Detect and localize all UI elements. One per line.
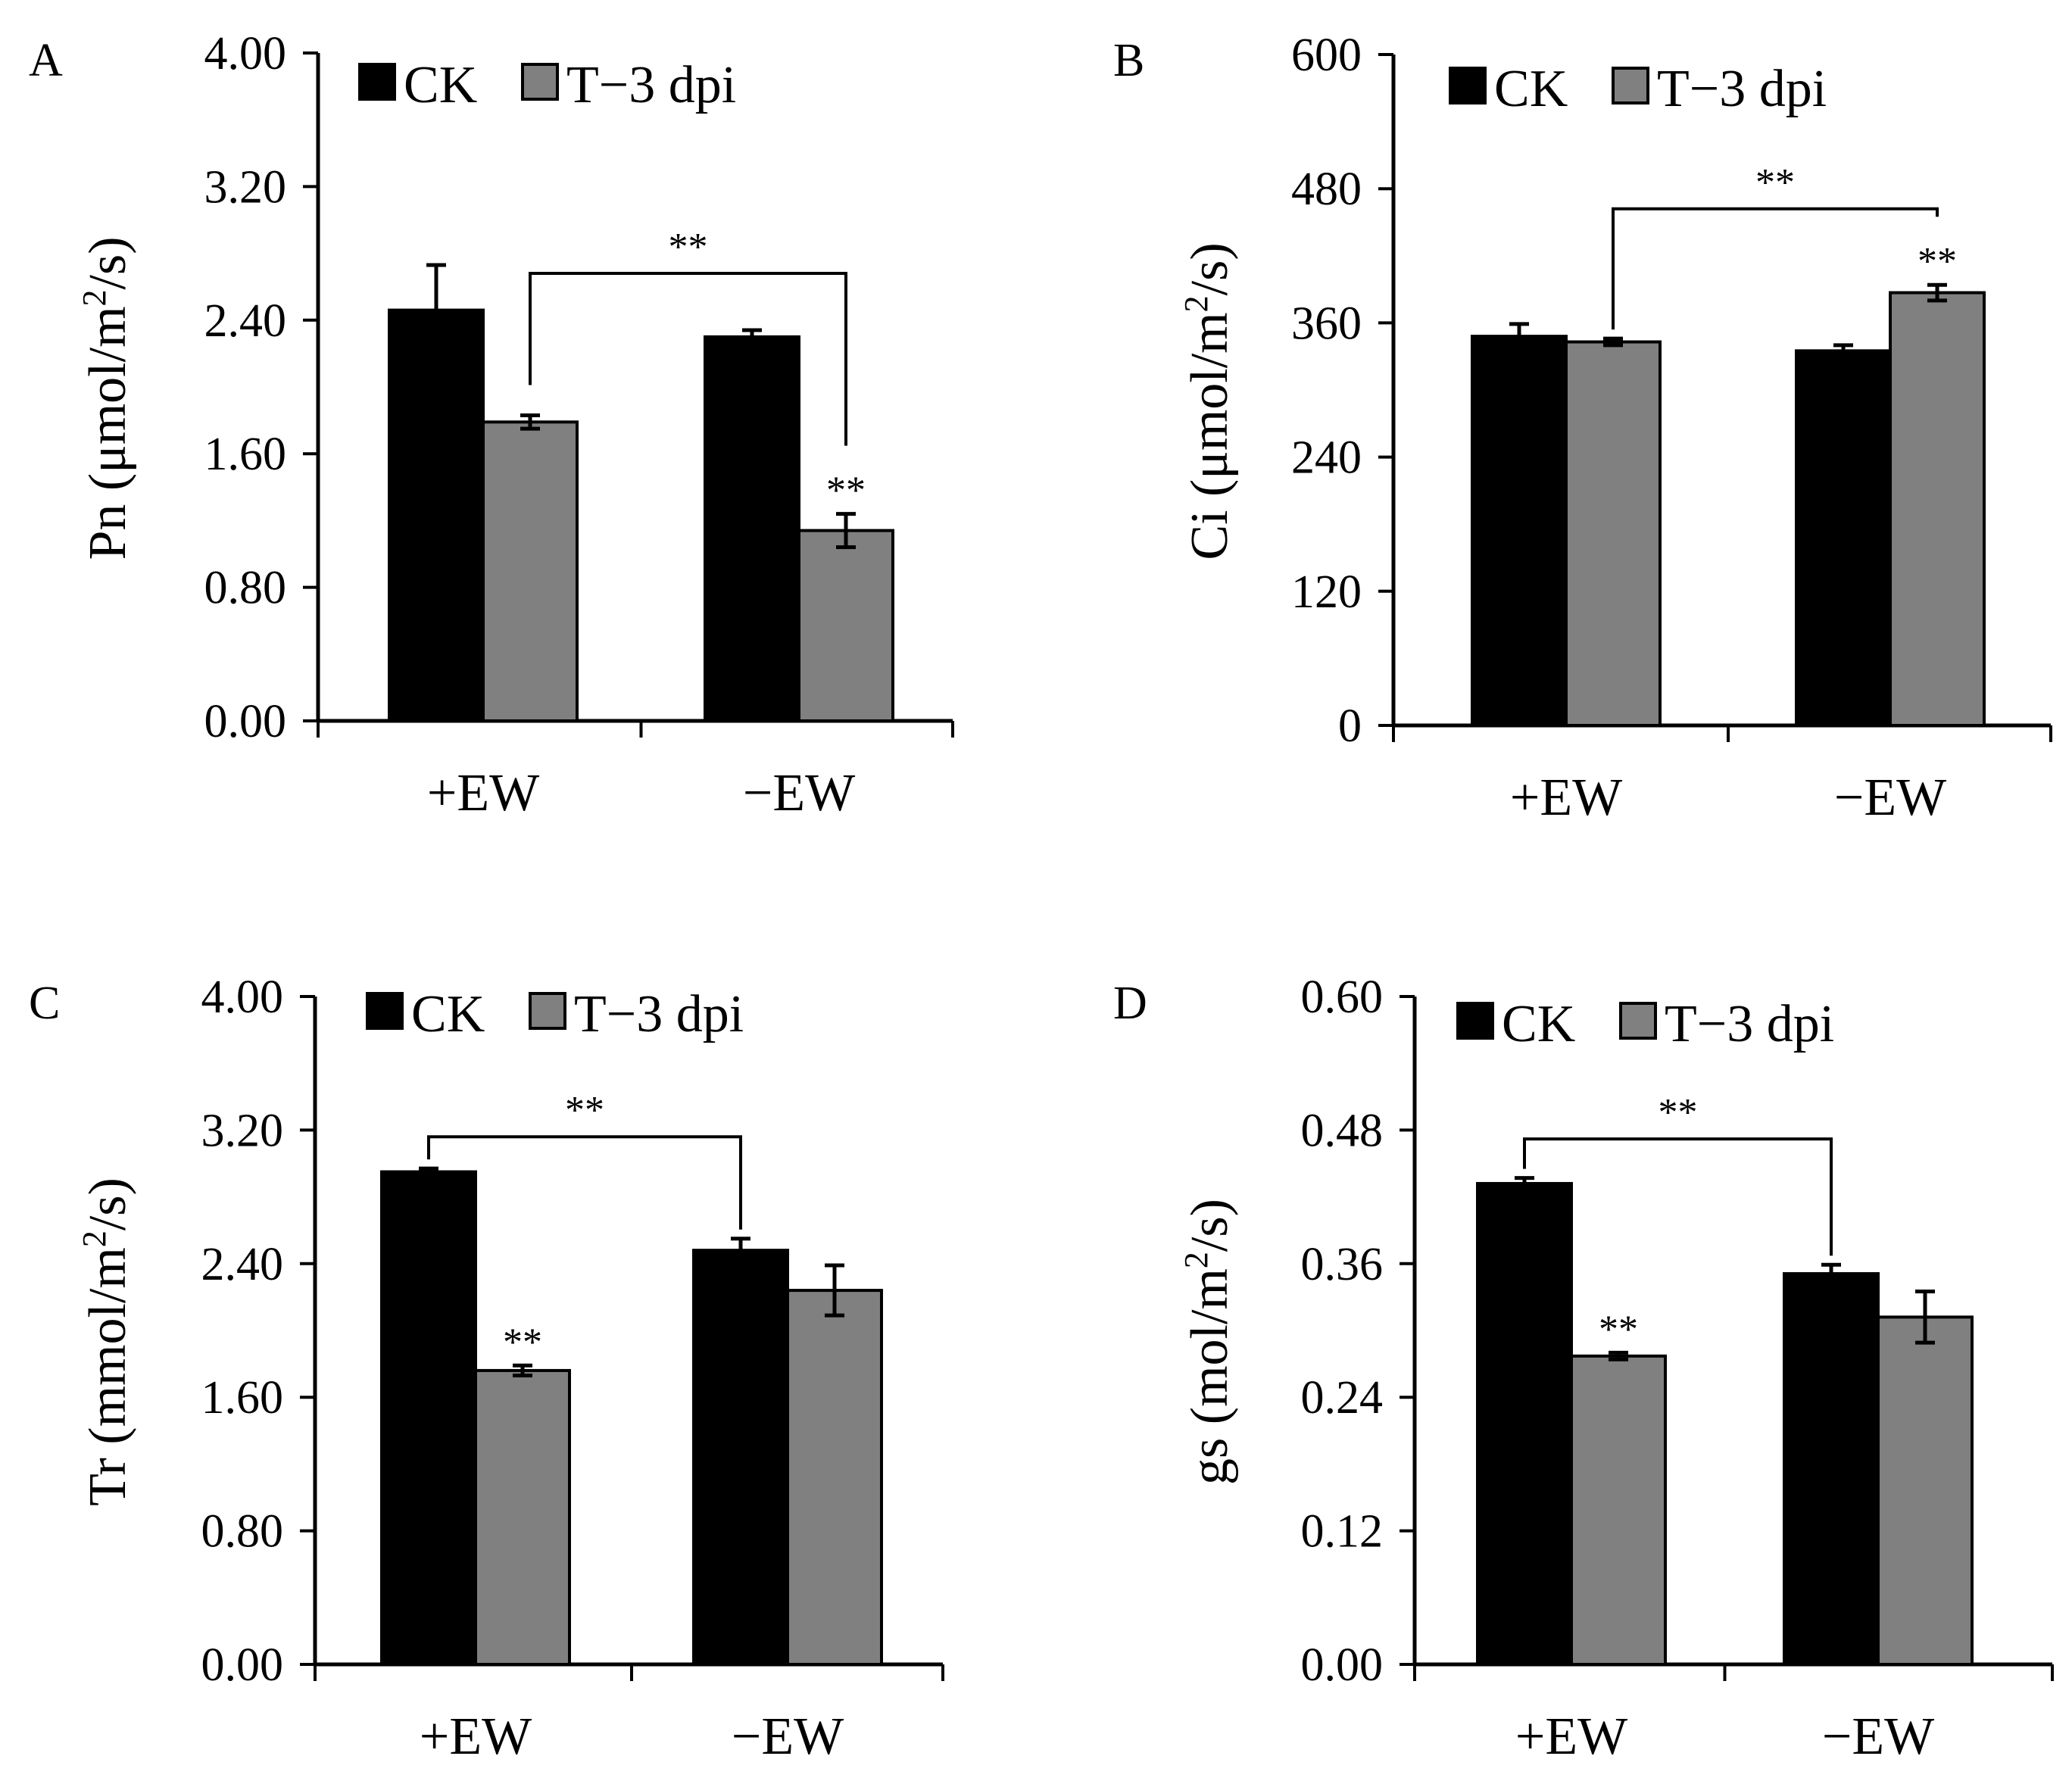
bar-t3dpi [786, 1289, 883, 1666]
legend-label-ck: CK [411, 985, 485, 1043]
bar-ck [1783, 1272, 1880, 1666]
significance-star: ** [826, 469, 866, 513]
legend-label-t3dpi: T−3 dpi [574, 985, 744, 1043]
bar-t3dpi [1889, 291, 1986, 727]
x-category-label: −EW [1822, 1708, 1934, 1766]
y-tick-label: 480 [1291, 164, 1362, 215]
panel-letter: A [29, 35, 63, 86]
y-tick-label: 600 [1291, 30, 1362, 81]
y-axis-title: Tr (mmol/m2/s) [76, 1177, 137, 1506]
panel-d-chart: D 0.00 0.12 0.24 0.36 0.48 0.60 +EW −EW gs (mol/m… [1113, 972, 2054, 1766]
bar-ck [1476, 1181, 1573, 1666]
legend-swatch-t3dpi [529, 992, 566, 1030]
y-tick-label: 0.00 [201, 1639, 284, 1691]
legend-swatch-t3dpi [521, 63, 559, 101]
bar-t3dpi [474, 1368, 571, 1667]
x-category-label: −EW [743, 764, 855, 822]
y-tick-label: 3.20 [204, 161, 287, 213]
y-tick-label: 0.12 [1301, 1506, 1384, 1558]
panel-b-chart: B 0 120 240 360 480 600 +EW −EW Ci (μmol/m2/s) ** *… [1113, 30, 2052, 827]
y-tick-label: 240 [1291, 432, 1362, 484]
bar-ck [1795, 349, 1892, 727]
bar-ck [692, 1249, 789, 1667]
bar-ck [1471, 335, 1568, 727]
y-tick-label: 120 [1291, 566, 1362, 618]
x-category-label: +EW [420, 1708, 532, 1766]
significance-bracket [1612, 207, 1939, 330]
bar-t3dpi [1877, 1315, 1974, 1666]
significance-star: ** [1599, 1308, 1638, 1351]
panel-a-chart: A 0.00 0.80 1.60 2.40 3.20 4.00 +EW −EW Pn (μmol/… [29, 28, 954, 822]
y-tick-label: 0.80 [201, 1506, 284, 1558]
significance-bracket [1523, 1137, 1833, 1256]
y-tick-label: 0.36 [1301, 1239, 1384, 1290]
y-tick-label: 0.00 [204, 696, 287, 747]
legend-label-t3dpi: T−3 dpi [1665, 995, 1834, 1053]
x-category-label: −EW [732, 1708, 844, 1766]
y-tick-label: 1.60 [201, 1372, 284, 1424]
y-tick-label: 0.60 [1301, 972, 1384, 1023]
legend-swatch-ck [1449, 67, 1487, 104]
y-axis-title: Ci (μmol/m2/s) [1178, 242, 1239, 560]
x-category-label: −EW [1834, 769, 1946, 827]
legend-swatch-ck [366, 992, 404, 1030]
y-tick-label: 360 [1291, 298, 1362, 349]
y-tick-label: 0.48 [1301, 1105, 1384, 1156]
panel-letter: D [1113, 978, 1147, 1029]
y-tick-label: 0 [1338, 700, 1362, 752]
y-tick-label: 0.00 [1301, 1639, 1384, 1691]
bar-ck [380, 1170, 477, 1666]
significance-bracket [529, 272, 847, 446]
y-tick-label: 3.20 [201, 1105, 284, 1156]
bracket-star: ** [565, 1089, 604, 1132]
y-axis-title: Pn (μmol/m2/s) [76, 236, 137, 560]
legend-swatch-t3dpi [1619, 1002, 1657, 1040]
x-category-label: +EW [1515, 1708, 1627, 1766]
bracket-star: ** [1659, 1091, 1698, 1134]
y-tick-label: 1.60 [204, 429, 287, 480]
legend-swatch-ck [1456, 1002, 1494, 1040]
x-category-label: +EW [427, 764, 539, 822]
bar-ck [704, 335, 800, 722]
bracket-star: ** [669, 226, 708, 269]
bar-t3dpi [1570, 1354, 1667, 1667]
panel-letter: C [29, 978, 60, 1029]
panel-letter: B [1113, 35, 1144, 86]
bar-t3dpi [482, 420, 579, 722]
bar-ck [388, 308, 485, 722]
significance-star: ** [503, 1321, 542, 1364]
legend-label-ck: CK [1494, 60, 1568, 118]
y-axis-title: gs (mol/m2/s) [1178, 1199, 1239, 1485]
legend-swatch-t3dpi [1612, 67, 1649, 104]
bar-t3dpi [1565, 340, 1662, 727]
y-tick-label: 2.40 [204, 295, 287, 347]
bracket-star: ** [1755, 161, 1795, 204]
y-tick-label: 0.24 [1301, 1372, 1384, 1424]
legend-label-t3dpi: T−3 dpi [1657, 60, 1827, 118]
x-category-label: +EW [1510, 769, 1622, 827]
significance-star: ** [1918, 240, 1957, 283]
panel-c-chart: C 0.00 0.80 1.60 2.40 3.20 4.00 +EW −EW Tr (mmol/… [29, 972, 944, 1766]
legend-label-ck: CK [1502, 995, 1575, 1053]
significance-bracket [427, 1135, 742, 1230]
y-tick-label: 0.80 [204, 563, 287, 614]
legend-swatch-ck [358, 63, 396, 101]
y-tick-label: 2.40 [201, 1239, 284, 1290]
y-tick-label: 4.00 [201, 972, 284, 1023]
legend-label-ck: CK [404, 56, 477, 114]
legend-label-t3dpi: T−3 dpi [566, 56, 736, 114]
y-tick-label: 4.00 [204, 28, 287, 80]
bar-t3dpi [797, 529, 894, 722]
